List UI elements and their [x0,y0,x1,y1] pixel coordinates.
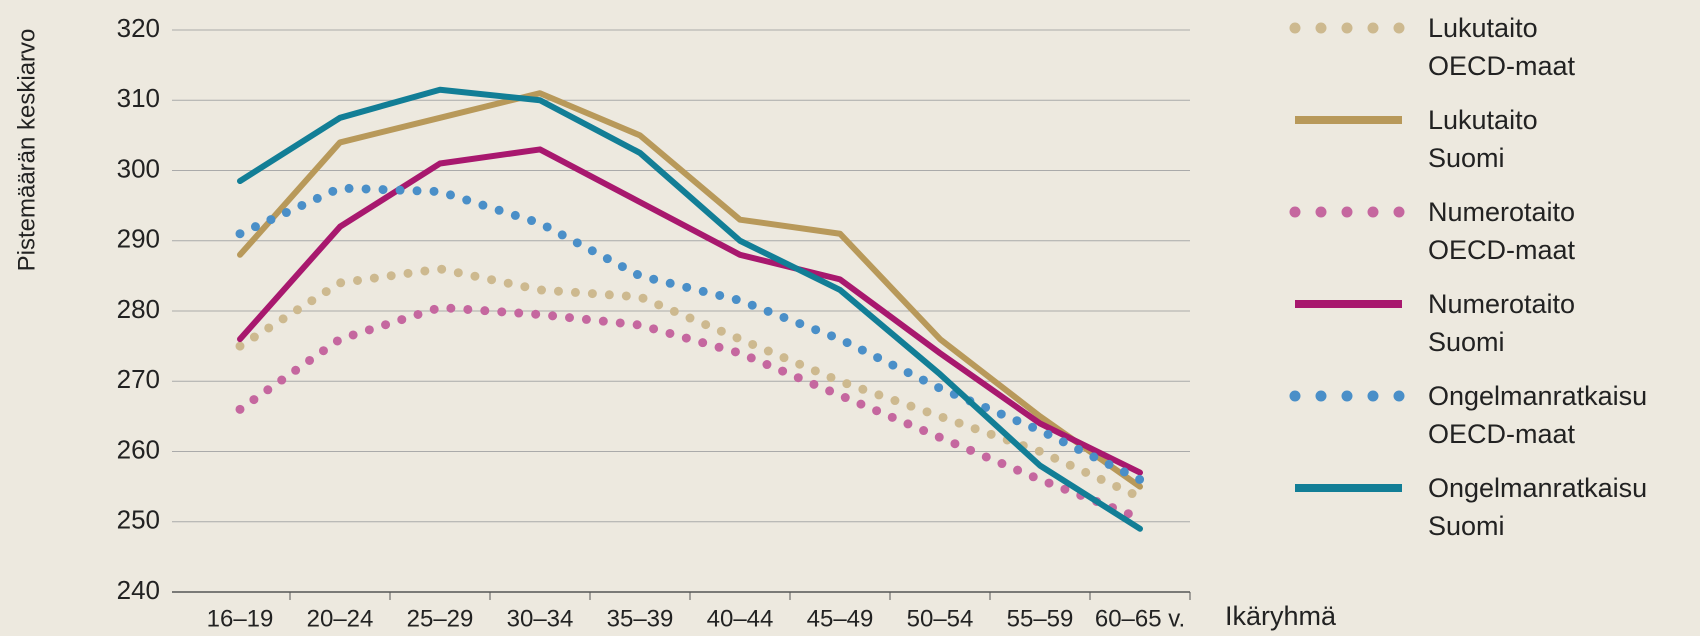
y-tick-label: 280 [117,294,160,324]
x-tick-label: 45–49 [807,605,874,632]
x-axis-label: Ikäryhmä [1225,601,1337,631]
y-tick-label: 320 [117,13,160,43]
series-line [235,183,1145,485]
legend-label: Numerotaito Suomi [1428,289,1576,357]
x-tick-label: 55–59 [1007,605,1074,632]
series-line [235,302,1145,523]
y-tick-label: 300 [117,153,160,183]
y-tick-label: 290 [117,224,160,254]
y-tick-label: 240 [117,575,160,605]
y-axis-label: Pistemäärän keskiarvo [13,29,40,272]
legend-label: Ongelmanratkaisu Suomi [1428,473,1648,541]
series-line [237,146,1143,476]
x-tick-label: 20–24 [307,605,374,632]
y-tick-label: 250 [117,505,160,535]
legend-label: Lukutaito OECD-maat [1428,13,1576,81]
x-tick-label: 50–54 [907,605,974,632]
y-tick-label: 270 [117,364,160,394]
series-line [237,86,1143,532]
y-tick-label: 260 [117,434,160,464]
x-tick-label: 30–34 [507,605,574,632]
x-tick-label: 16–19 [207,605,274,632]
x-tick-label: 60–65 v. [1095,605,1185,632]
y-tick-label: 310 [117,83,160,113]
x-tick-label: 40–44 [707,605,774,632]
series-line [235,264,1145,502]
legend-label: Numerotaito OECD-maat [1428,197,1576,265]
legend-label: Lukutaito Suomi [1428,105,1538,173]
x-tick-label: 35–39 [607,605,674,632]
x-tick-label: 25–29 [407,605,474,632]
series-line [237,90,1143,490]
legend-label: Ongelmanratkaisu OECD-maat [1428,381,1648,449]
